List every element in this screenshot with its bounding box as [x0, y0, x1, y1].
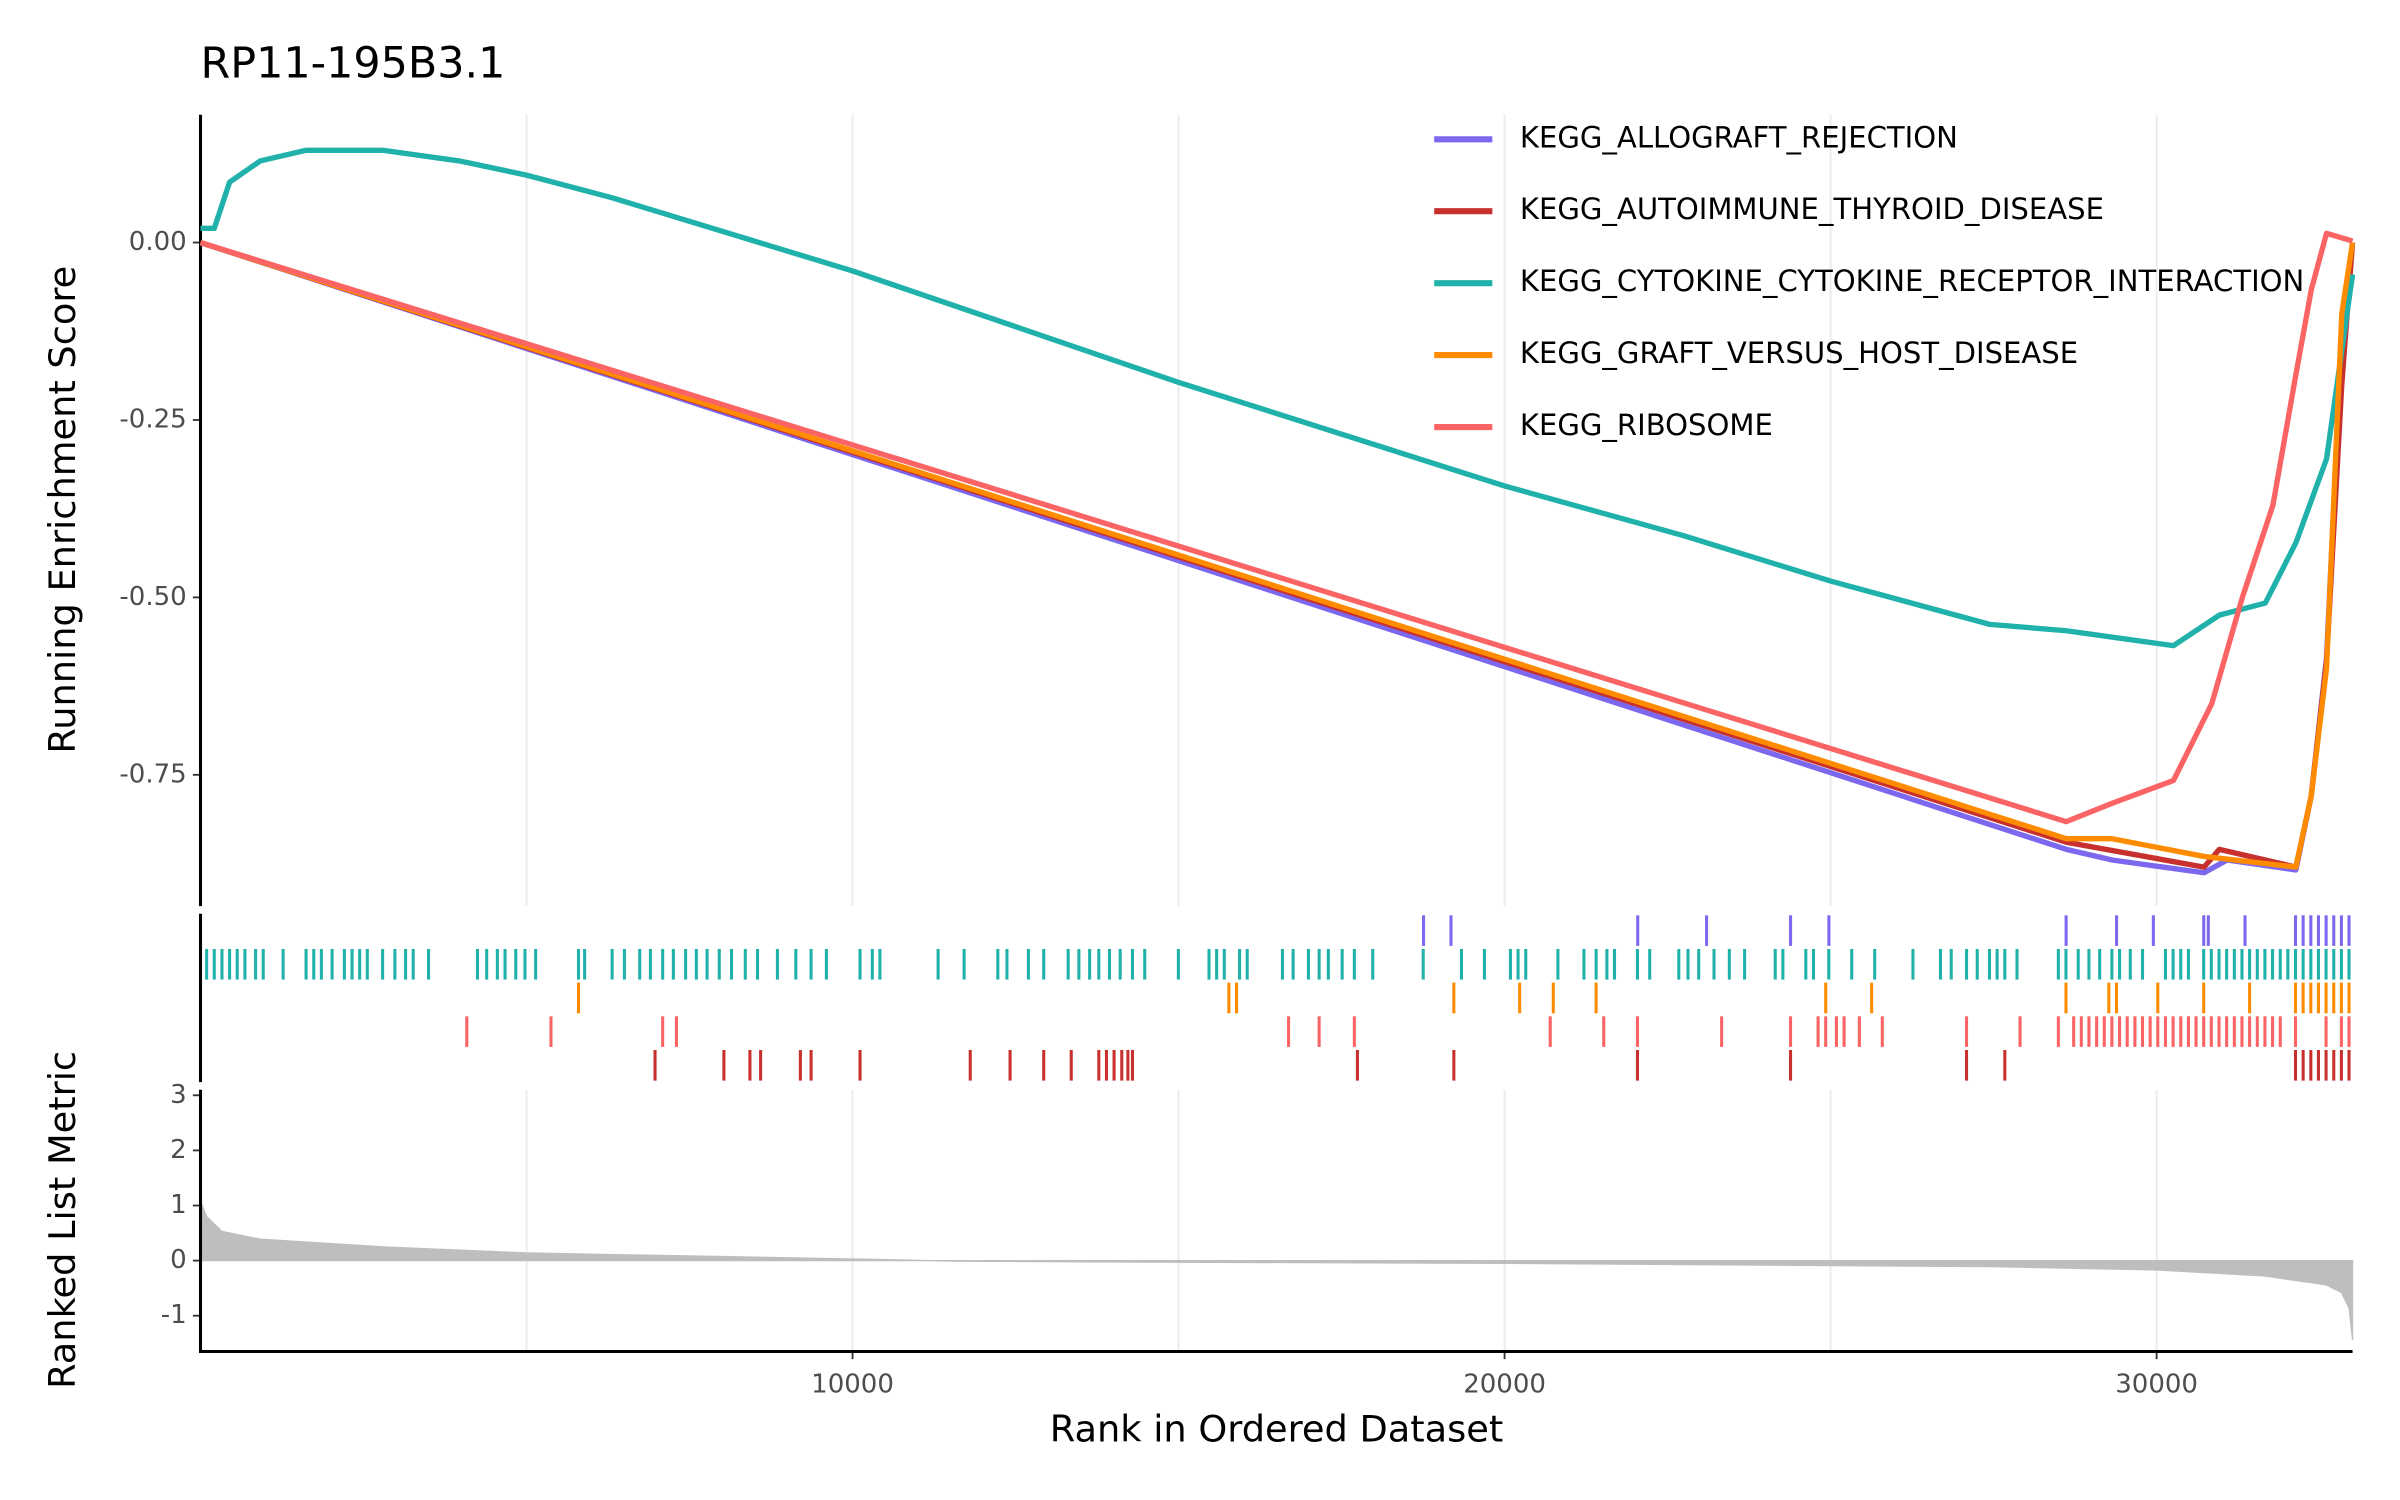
y-tick-label: -0.25 — [119, 404, 186, 434]
legend-label: KEGG_RIBOSOME — [1520, 408, 1773, 442]
y-tick-label: 0.00 — [129, 227, 187, 257]
y-axis-title: Running Enrichment Score — [41, 266, 84, 754]
y-tick-label: -1 — [161, 1300, 187, 1330]
y-tick-label: 0 — [170, 1245, 187, 1275]
enrichment-line — [200, 147, 2356, 649]
legend-label: KEGG_ALLOGRAFT_REJECTION — [1520, 120, 1958, 154]
enrichment-line — [199, 239, 2356, 870]
y-tick-label: 3 — [170, 1080, 187, 1110]
y-tick-label: 2 — [170, 1135, 187, 1165]
y-axis-title: Ranked List Metric — [41, 1051, 84, 1389]
legend-label: KEGG_AUTOIMMUNE_THYROID_DISEASE — [1520, 192, 2104, 226]
enrichment-line — [199, 230, 2354, 825]
y-tick-label: -0.50 — [119, 582, 186, 612]
chart-title: RP11-195B3.1 — [201, 38, 506, 88]
x-tick-label: 20000 — [1463, 1370, 1546, 1400]
x-tick-label: 10000 — [811, 1370, 894, 1400]
x-axis-title: Rank in Ordered Dataset — [1050, 1408, 1503, 1451]
metric-area — [199, 1200, 2354, 1341]
legend-label: KEGG_GRAFT_VERSUS_HOST_DISEASE — [1520, 336, 2078, 370]
x-tick-label: 30000 — [2115, 1370, 2198, 1400]
y-tick-label: -0.75 — [119, 759, 186, 789]
legend-label: KEGG_CYTOKINE_CYTOKINE_RECEPTOR_INTERACT… — [1520, 264, 2304, 298]
y-tick-label: 1 — [170, 1190, 187, 1220]
